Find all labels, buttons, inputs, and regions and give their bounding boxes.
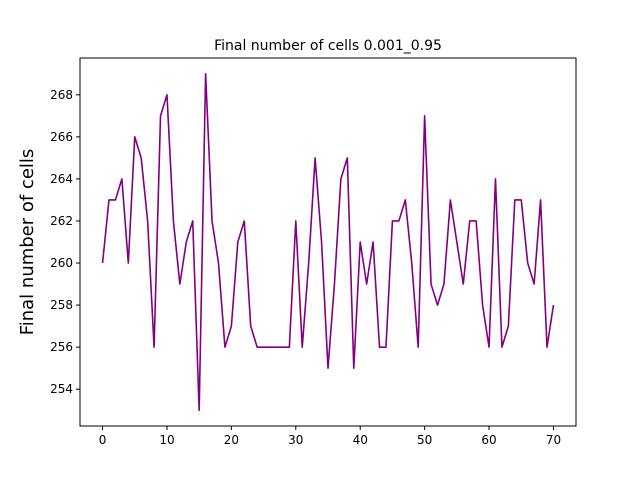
y-axis-label: Final number of cells (17, 149, 38, 336)
x-tick-label: 60 (481, 433, 496, 447)
plot-series (101, 72, 555, 412)
x-tick-label: 10 (159, 433, 174, 447)
x-tick-label: 40 (353, 433, 368, 447)
y-tick-label: 260 (50, 256, 73, 270)
plot-frame (79, 57, 577, 427)
x-tick-label: 70 (546, 433, 561, 447)
x-tick-label: 20 (224, 433, 239, 447)
series-line (101, 72, 555, 412)
y-axis-ticks: 254 256 258 260 262 264 266 268 (50, 88, 80, 396)
y-tick-label: 264 (50, 172, 73, 186)
x-tick-label: 30 (288, 433, 303, 447)
y-tick-label: 268 (50, 88, 73, 102)
y-tick-label: 254 (50, 382, 73, 396)
x-tick-label: 50 (417, 433, 432, 447)
y-tick-label: 258 (50, 298, 73, 312)
x-tick-label: 0 (99, 433, 107, 447)
x-axis-ticks: 0 10 20 30 40 50 60 70 (99, 426, 561, 447)
chart-title: Final number of cells 0.001_0.95 (214, 38, 442, 54)
y-tick-label: 256 (50, 340, 73, 354)
y-tick-label: 266 (50, 130, 73, 144)
y-tick-label: 262 (50, 214, 73, 228)
